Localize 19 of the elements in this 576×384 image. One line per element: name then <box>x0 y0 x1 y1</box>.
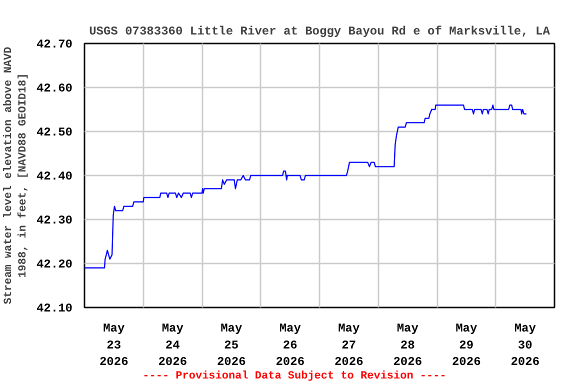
text: ---- Provisional Data Subject to Revision ---- <box>142 370 446 382</box>
x-tick-label: May 27 2026 <box>334 322 364 370</box>
y-axis-title: Stream water level elevation above NAVD 1988, in feet, [NAVD88 GEOID18] <box>3 46 30 304</box>
x-tick-label: May 23 2026 <box>99 322 128 370</box>
y-tick-label: 42.40 <box>36 170 73 184</box>
x-tick-label: May 26 2026 <box>276 322 305 370</box>
x-tick-label: May 29 2026 <box>452 322 481 370</box>
chart-title: USGS 07383360 Little River at Boggy Bayou Rd e of Marksville, LA <box>89 24 551 38</box>
y-tick-label: 42.60 <box>36 82 73 96</box>
y-tick-label: 42.20 <box>36 258 73 272</box>
x-tick-label: May 28 2026 <box>393 322 422 370</box>
x-tick-label: May 25 2026 <box>216 322 246 370</box>
x-tick-label: May 24 2026 <box>158 322 188 370</box>
y-tick-label: 42.30 <box>36 214 73 228</box>
y-tick-label: 42.10 <box>36 302 73 316</box>
y-tick-label: 42.70 <box>36 38 73 52</box>
y-tick-label: 42.50 <box>36 126 73 140</box>
line-series <box>84 104 527 268</box>
x-tick-label: May 30 2026 <box>510 322 540 370</box>
